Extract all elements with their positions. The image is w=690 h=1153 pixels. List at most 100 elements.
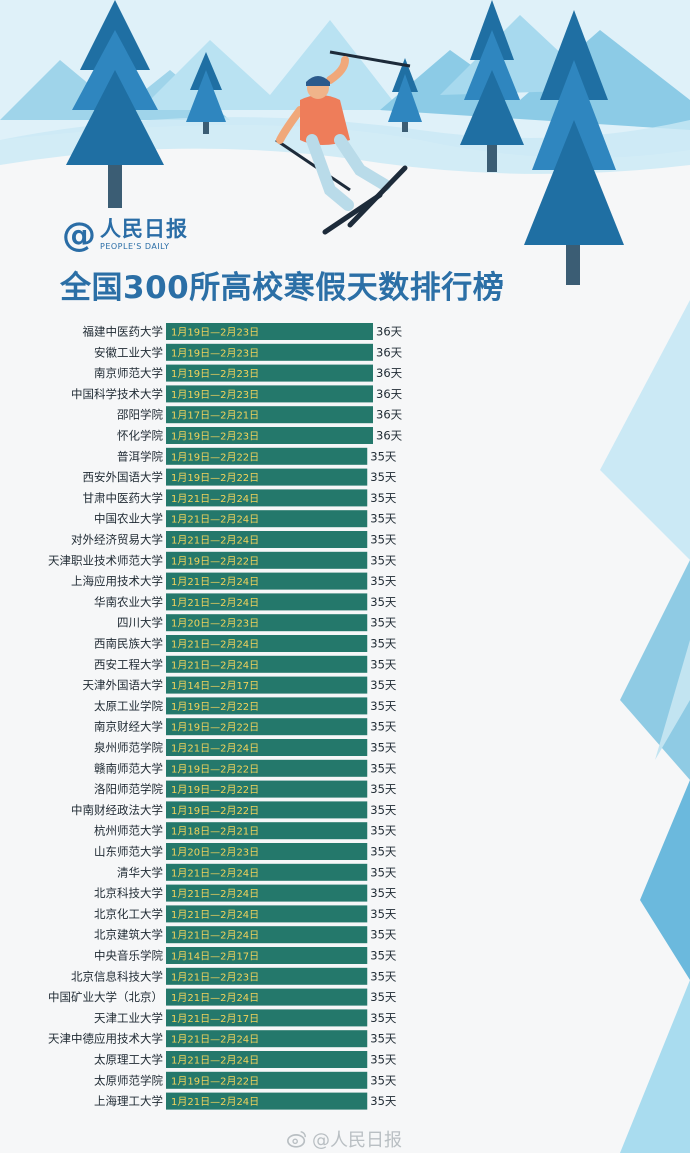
holiday-days-value: 35天	[370, 886, 397, 900]
holiday-date-range: 1月21日—2月24日	[171, 514, 259, 526]
ranking-bar-chart: 福建中医药大学 1月19日—2月23日 36天 安徽工业大学 1月19日—2月23日 36…	[48, 323, 403, 1110]
school-name-label: 甘肃中医药大学	[83, 491, 164, 505]
holiday-bar	[166, 531, 368, 548]
holiday-bar	[166, 780, 368, 798]
brand-logo: @ 人民日报 PEOPLE'S DAILY	[62, 218, 188, 252]
holiday-bar	[166, 614, 368, 632]
holiday-date-range: 1月21日—2月24日	[171, 535, 259, 547]
brand-name: 人民日报	[100, 217, 188, 241]
school-name-label: 上海理工大学	[94, 1094, 163, 1108]
holiday-date-range: 1月19日—2月22日	[171, 805, 259, 817]
holiday-bar	[166, 323, 373, 340]
holiday-date-range: 1月21日—2月17日	[171, 1013, 259, 1025]
school-name-label: 太原工业学院	[94, 699, 163, 713]
holiday-days-value: 35天	[370, 1053, 397, 1067]
holiday-days-value: 35天	[370, 533, 397, 547]
holiday-date-range: 1月21日—2月24日	[171, 867, 259, 879]
holiday-days-value: 35天	[370, 491, 397, 505]
holiday-days-value: 36天	[376, 408, 403, 422]
page-title: 全国300所高校寒假天数排行榜	[60, 270, 505, 306]
holiday-date-range: 1月19日—2月23日	[171, 327, 259, 339]
holiday-days-value: 35天	[370, 782, 397, 796]
holiday-bar	[166, 468, 368, 486]
holiday-date-range: 1月21日—2月24日	[171, 909, 259, 921]
school-name-label: 上海应用技术大学	[71, 574, 163, 588]
holiday-days-value: 35天	[370, 1011, 397, 1025]
holiday-date-range: 1月19日—2月22日	[171, 722, 259, 734]
brand-at-symbol: @	[62, 215, 96, 255]
holiday-days-value: 35天	[370, 512, 397, 526]
holiday-date-range: 1月21日—2月24日	[171, 659, 259, 671]
holiday-date-range: 1月19日—2月23日	[171, 389, 259, 401]
school-name-label: 西安外国语大学	[83, 470, 164, 484]
holiday-date-range: 1月17日—2月21日	[171, 410, 259, 422]
holiday-days-value: 35天	[370, 595, 397, 609]
holiday-date-range: 1月21日—2月24日	[171, 493, 259, 505]
holiday-bar	[166, 718, 368, 736]
school-name-label: 中央音乐学院	[94, 949, 163, 963]
holiday-days-value: 35天	[370, 553, 397, 567]
holiday-bar	[166, 988, 368, 1006]
holiday-bar	[166, 822, 368, 840]
holiday-date-range: 1月21日—2月23日	[171, 971, 259, 983]
school-name-label: 邵阳学院	[117, 408, 163, 422]
school-name-label: 四川大学	[117, 616, 163, 630]
school-name-label: 安徽工业大学	[94, 345, 163, 359]
holiday-bar	[166, 947, 368, 964]
holiday-date-range: 1月19日—2月22日	[171, 555, 259, 567]
school-name-label: 福建中医药大学	[83, 325, 164, 339]
holiday-bar	[166, 655, 368, 673]
holiday-days-value: 35天	[370, 470, 397, 484]
holiday-days-value: 35天	[370, 657, 397, 671]
holiday-days-value: 36天	[376, 429, 403, 443]
school-name-label: 中南财经政法大学	[71, 803, 163, 817]
holiday-days-value: 35天	[370, 616, 397, 630]
school-name-label: 天津外国语大学	[83, 678, 164, 692]
holiday-days-value: 35天	[370, 990, 397, 1004]
holiday-days-value: 35天	[370, 1032, 397, 1046]
holiday-bar	[166, 1051, 368, 1068]
holiday-date-range: 1月21日—2月24日	[171, 743, 259, 755]
holiday-date-range: 1月21日—2月24日	[171, 1055, 259, 1067]
holiday-date-range: 1月19日—2月22日	[171, 472, 259, 484]
holiday-date-range: 1月19日—2月22日	[171, 701, 259, 713]
school-name-label: 天津中德应用技术大学	[48, 1032, 163, 1046]
holiday-days-value: 35天	[370, 907, 397, 921]
holiday-bar	[166, 343, 373, 361]
holiday-bar	[166, 593, 368, 611]
holiday-days-value: 35天	[370, 865, 397, 879]
school-name-label: 南京师范大学	[94, 366, 163, 380]
holiday-days-value: 35天	[370, 678, 397, 692]
school-name-label: 北京信息科技大学	[71, 969, 163, 983]
holiday-date-range: 1月19日—2月22日	[171, 451, 259, 463]
tree-left	[66, 0, 164, 208]
holiday-date-range: 1月21日—2月24日	[171, 576, 259, 588]
holiday-bar	[166, 1030, 368, 1048]
holiday-days-value: 36天	[376, 387, 403, 401]
holiday-days-value: 35天	[370, 824, 397, 838]
school-name-label: 南京财经大学	[94, 720, 163, 734]
school-name-label: 洛阳师范学院	[94, 782, 163, 796]
watermark-text: @人民日报	[312, 1130, 402, 1151]
holiday-bar	[166, 697, 368, 715]
holiday-bar	[166, 364, 373, 382]
school-name-label: 西南民族大学	[94, 637, 163, 651]
brand-subtitle: PEOPLE'S DAILY	[100, 242, 170, 251]
holiday-bar	[166, 884, 368, 902]
holiday-days-value: 35天	[370, 720, 397, 734]
school-name-label: 北京建筑大学	[94, 928, 163, 942]
holiday-date-range: 1月19日—2月22日	[171, 1075, 259, 1087]
holiday-days-value: 35天	[370, 741, 397, 755]
holiday-date-range: 1月19日—2月23日	[171, 431, 259, 443]
school-name-label: 西安工程大学	[94, 657, 163, 671]
holiday-bar	[166, 759, 368, 777]
holiday-bar	[166, 510, 368, 528]
school-name-label: 杭州师范大学	[94, 824, 163, 838]
holiday-date-range: 1月20日—2月23日	[171, 618, 259, 630]
holiday-bar	[166, 551, 368, 569]
holiday-date-range: 1月20日—2月23日	[171, 847, 259, 859]
holiday-date-range: 1月14日—2月17日	[171, 951, 259, 963]
school-name-label: 普洱学院	[117, 449, 163, 463]
